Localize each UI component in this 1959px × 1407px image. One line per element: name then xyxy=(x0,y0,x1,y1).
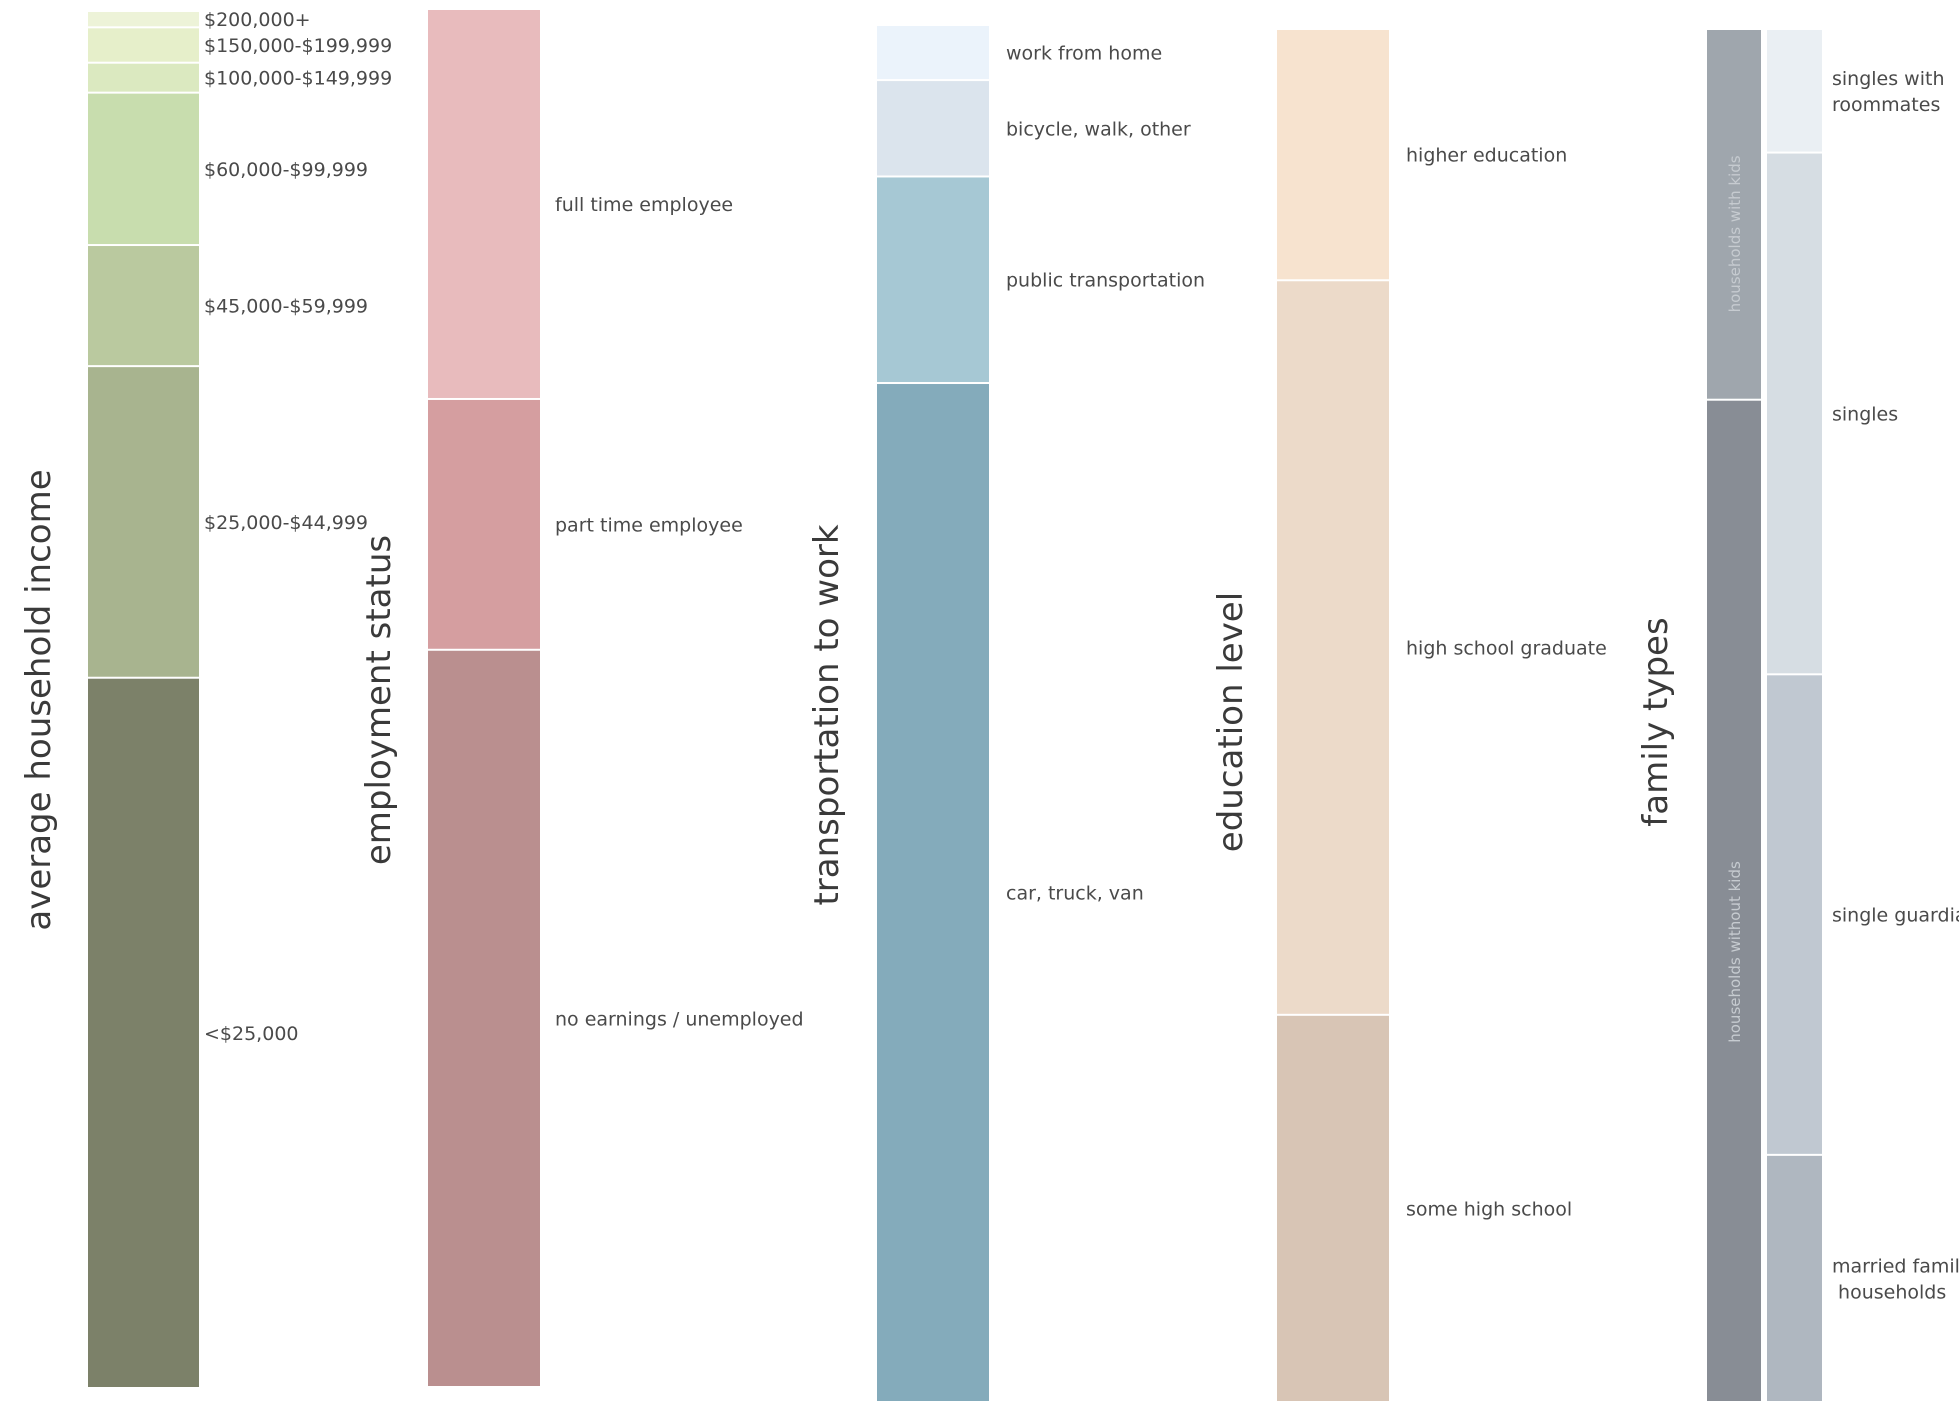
chart-title: family types xyxy=(1636,617,1676,826)
segment-label: full time employee xyxy=(555,194,733,216)
group-bar-households-without-kids xyxy=(1707,400,1761,1402)
bar-segment-high-school-graduate xyxy=(1277,281,1389,1014)
chart-column-transportation-to-work: transportation to work work from home bicy… xyxy=(807,26,1205,1401)
bar-segment-45-000-59-999 xyxy=(88,246,199,366)
chart-title: education level xyxy=(1211,592,1251,852)
bar-segment-single-guardian xyxy=(1767,675,1822,1154)
chart-title: transportation to work xyxy=(807,524,847,905)
segment-label: public transportation xyxy=(1006,270,1205,292)
segment-label: single guardian xyxy=(1832,905,1959,927)
chart-title: employment status xyxy=(359,535,399,865)
bar-segment-25-000 xyxy=(88,678,199,1387)
bar-segment-singles xyxy=(1767,153,1822,674)
chart-column-family-types: family types households with kids househol… xyxy=(1636,30,1959,1402)
segment-label: $200,000+ xyxy=(204,9,311,31)
bar-segment-200-000 xyxy=(88,12,199,27)
group-bar-households-with-kids xyxy=(1707,30,1761,399)
segment-label: higher education xyxy=(1406,145,1567,167)
bar-segment-married-family-households xyxy=(1767,1155,1822,1401)
bar-segment-singles-with-roommates xyxy=(1767,30,1822,152)
group-label: households with kids xyxy=(1726,155,1744,312)
group-label: households without kids xyxy=(1726,861,1744,1043)
segment-label: car, truck, van xyxy=(1006,883,1144,905)
segment-label: high school graduate xyxy=(1406,638,1607,660)
bar-segment-25-000-44-999 xyxy=(88,367,199,677)
bar-segment-part-time-employee xyxy=(428,399,540,649)
chart-column-education-level: education level higher education high scho… xyxy=(1211,30,1607,1401)
bar-segment-100-000-149-999 xyxy=(88,63,199,92)
chart-title: average household income xyxy=(19,469,59,930)
segment-label: married family households xyxy=(1832,1255,1959,1303)
bar-segment-60-000-99-999 xyxy=(88,93,199,245)
bar-segment-some-high-school xyxy=(1277,1015,1389,1401)
segment-label: $25,000-$44,999 xyxy=(204,512,368,534)
segment-label: part time employee xyxy=(555,514,743,536)
bar-segment-full-time-employee xyxy=(428,10,540,398)
bar-segment-work-from-home xyxy=(877,26,989,80)
segment-label: $45,000-$59,999 xyxy=(204,296,368,318)
segment-label: $60,000-$99,999 xyxy=(204,159,368,181)
bar-segment-150-000-199-999 xyxy=(88,28,199,62)
segment-label: some high school xyxy=(1406,1198,1572,1220)
bar-segment-no-earnings-unemployed xyxy=(428,650,540,1386)
segment-label: <$25,000 xyxy=(204,1023,299,1045)
bar-segment-higher-education xyxy=(1277,30,1389,280)
bar-segment-bicycle-walk-other xyxy=(877,81,989,176)
chart-column-employment-status: employment status full time employee part … xyxy=(359,10,804,1386)
segment-label: bicycle, walk, other xyxy=(1006,118,1191,140)
chart-column-average-household-income: average household income $200,000+ $150,00… xyxy=(19,9,392,1387)
segment-label: work from home xyxy=(1006,43,1162,65)
segment-label: singles with roommates xyxy=(1832,68,1945,116)
segment-label: $150,000-$199,999 xyxy=(204,35,392,57)
segment-label: $100,000-$149,999 xyxy=(204,68,392,90)
bar-segment-car-truck-van xyxy=(877,384,989,1401)
bar-segment-public-transportation xyxy=(877,177,989,383)
segment-label: singles xyxy=(1832,403,1898,425)
segment-label: no earnings / unemployed xyxy=(555,1008,804,1030)
